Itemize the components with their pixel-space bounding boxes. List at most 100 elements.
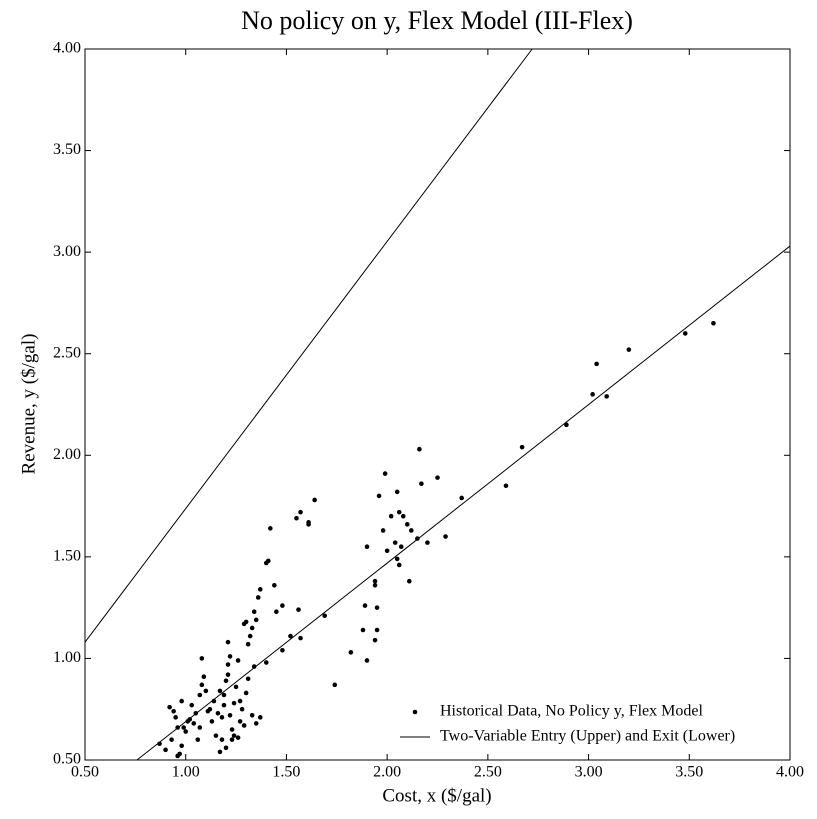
data-point (219, 737, 225, 742)
data-point (181, 725, 186, 730)
data-point (253, 721, 259, 726)
data-point (205, 708, 211, 714)
y-tick-label: 2.50 (53, 344, 81, 361)
data-point (332, 682, 338, 688)
data-point (372, 582, 378, 588)
data-point (215, 710, 221, 716)
data-point (163, 747, 168, 753)
y-tick-label: 4.00 (53, 40, 81, 57)
data-point (217, 749, 223, 755)
data-point (364, 658, 370, 663)
data-point (594, 361, 599, 367)
data-point (241, 621, 247, 627)
data-point (398, 544, 404, 549)
data-point (443, 534, 448, 539)
data-point (203, 688, 209, 694)
data-point (175, 753, 180, 759)
data-point (372, 578, 378, 584)
data-point (219, 715, 225, 720)
data-point (272, 582, 277, 588)
data-point (348, 650, 354, 655)
line-series (84, 48, 791, 761)
data-point (394, 489, 400, 495)
data-point (225, 639, 231, 645)
data-point (268, 526, 273, 531)
data-point (179, 743, 184, 749)
data-point (201, 674, 207, 680)
data-point (251, 609, 257, 615)
data-point (590, 392, 595, 397)
data-point (245, 676, 251, 682)
data-point (626, 347, 632, 352)
data-point (374, 605, 380, 610)
data-point (191, 721, 197, 726)
data-point (519, 444, 525, 450)
y-tick-label: 1.00 (53, 649, 81, 666)
x-tick-label: 1.00 (172, 764, 200, 781)
data-point (419, 481, 424, 487)
data-point (199, 656, 205, 661)
data-point (362, 603, 368, 608)
data-point (459, 495, 464, 501)
data-point (195, 737, 201, 742)
y-tick-label: 2.00 (53, 446, 81, 463)
data-point (233, 684, 239, 690)
data-point (394, 556, 400, 562)
data-point (231, 700, 237, 706)
data-point (249, 713, 255, 718)
data-point (298, 635, 303, 641)
data-point (199, 682, 205, 688)
data-point (360, 627, 366, 633)
data-point (223, 745, 229, 751)
data-point (604, 394, 609, 399)
data-point (257, 715, 263, 720)
data-point (382, 471, 388, 476)
data-point (221, 692, 227, 698)
data-point (396, 562, 402, 568)
data-point (251, 664, 257, 669)
data-point (235, 735, 241, 740)
data-point (213, 733, 219, 738)
data-point (682, 331, 688, 336)
data-point (221, 702, 227, 708)
data-point (237, 698, 243, 704)
data-point (400, 513, 406, 519)
data-point (280, 603, 285, 608)
y-tick-label: 1.50 (53, 548, 81, 565)
data-point (417, 446, 422, 452)
x-tick-label: 3.00 (575, 764, 603, 781)
data-point (296, 607, 301, 612)
x-tick-label: 2.00 (373, 764, 401, 781)
x-tick-label: 3.50 (675, 764, 703, 781)
data-point (409, 528, 414, 533)
data-point (217, 688, 223, 694)
data-point (404, 522, 410, 527)
data-point (711, 320, 716, 326)
data-point (257, 587, 263, 592)
legend-label: Historical Data, No Policy y, Flex Model (440, 703, 703, 720)
data-point (197, 725, 203, 730)
data-point (435, 475, 440, 480)
data-point (396, 509, 402, 515)
data-point (239, 706, 245, 712)
data-point (247, 633, 253, 639)
data-point (185, 719, 191, 724)
data-point (249, 625, 255, 631)
data-point (253, 617, 259, 623)
data-point (425, 540, 430, 545)
x-axis-label: Cost, x ($/gal) (382, 785, 491, 806)
data-point (288, 633, 293, 639)
data-point (245, 641, 251, 647)
data-point (189, 702, 195, 708)
data-point (372, 637, 378, 643)
data-point (223, 678, 229, 684)
data-point (241, 723, 247, 728)
data-point (294, 515, 299, 521)
x-tick-label: 0.50 (71, 764, 99, 781)
data-point (171, 708, 176, 714)
data-point (197, 692, 203, 698)
y-axis-label: Revenue, y ($/gal) (18, 334, 39, 475)
data-point (392, 540, 398, 545)
data-point (243, 690, 249, 696)
data-point (312, 497, 317, 503)
